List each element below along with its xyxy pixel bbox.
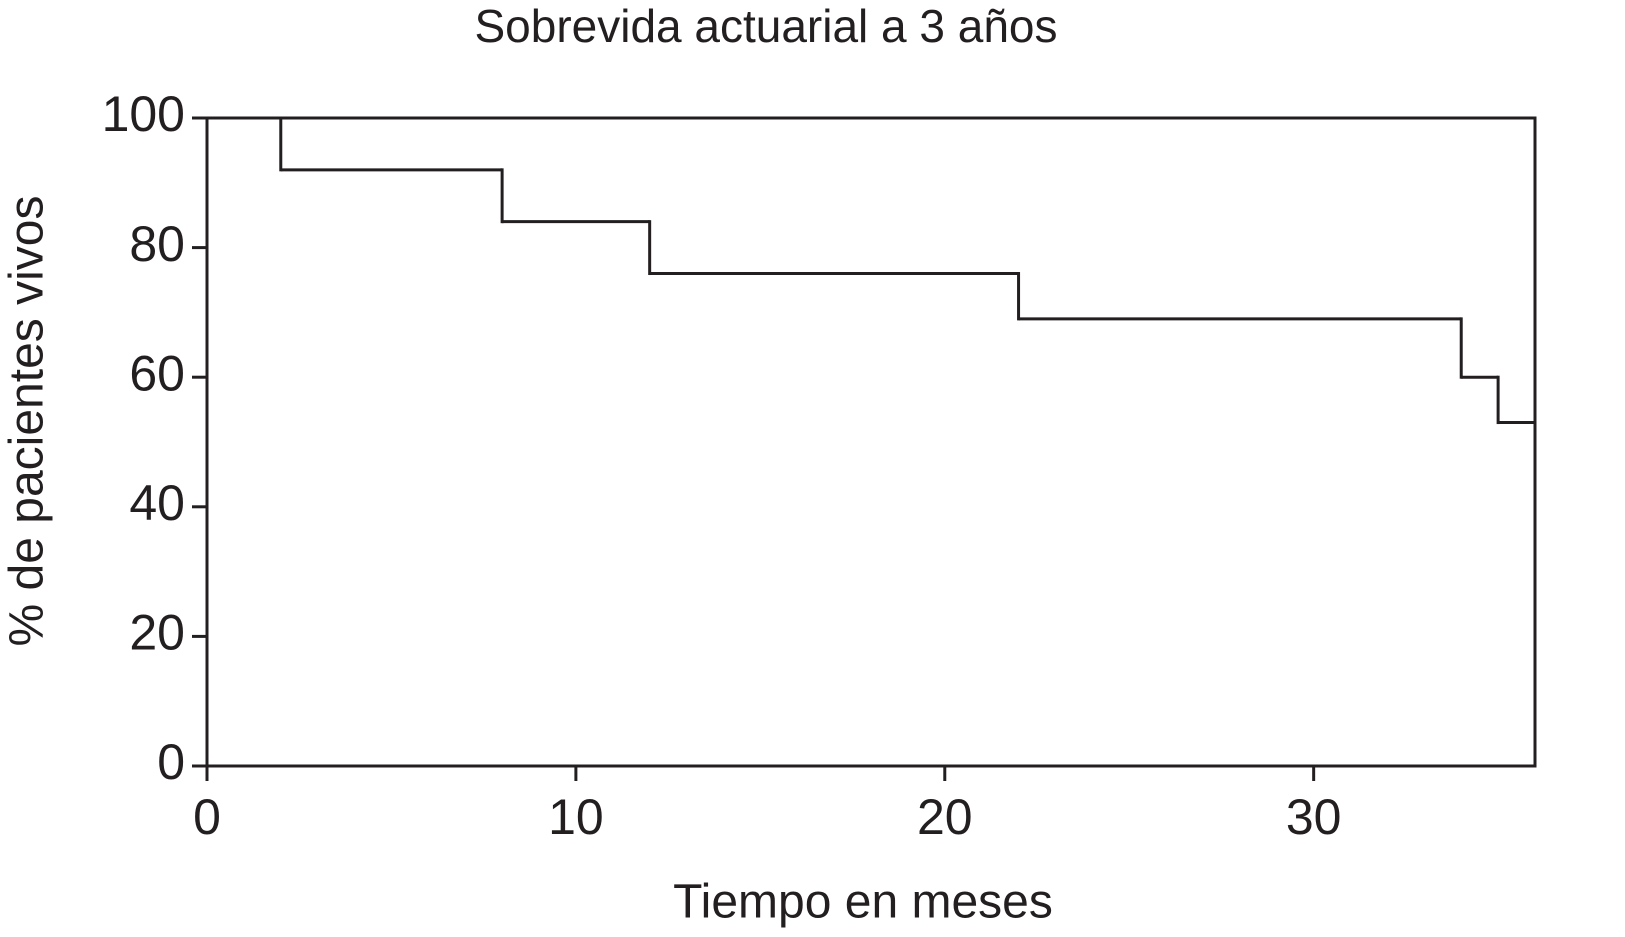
y-tick-label: 20 bbox=[129, 605, 185, 661]
y-axis-label: % de pacientes vivos bbox=[1, 196, 54, 647]
x-tick-label: 10 bbox=[548, 789, 604, 845]
y-tick-label: 80 bbox=[129, 216, 185, 272]
x-tick-label: 0 bbox=[193, 789, 221, 845]
y-tick-label: 0 bbox=[157, 734, 185, 790]
x-tick-label: 30 bbox=[1286, 789, 1342, 845]
y-tick-label: 60 bbox=[129, 345, 185, 401]
chart-title: Sobrevida actuarial a 3 años bbox=[474, 0, 1057, 52]
y-tick-label: 100 bbox=[102, 86, 185, 142]
x-tick-label: 20 bbox=[917, 789, 973, 845]
y-tick-label: 40 bbox=[129, 475, 185, 531]
x-axis-label: Tiempo en meses bbox=[673, 876, 1053, 929]
plot-frame bbox=[205, 116, 1537, 768]
